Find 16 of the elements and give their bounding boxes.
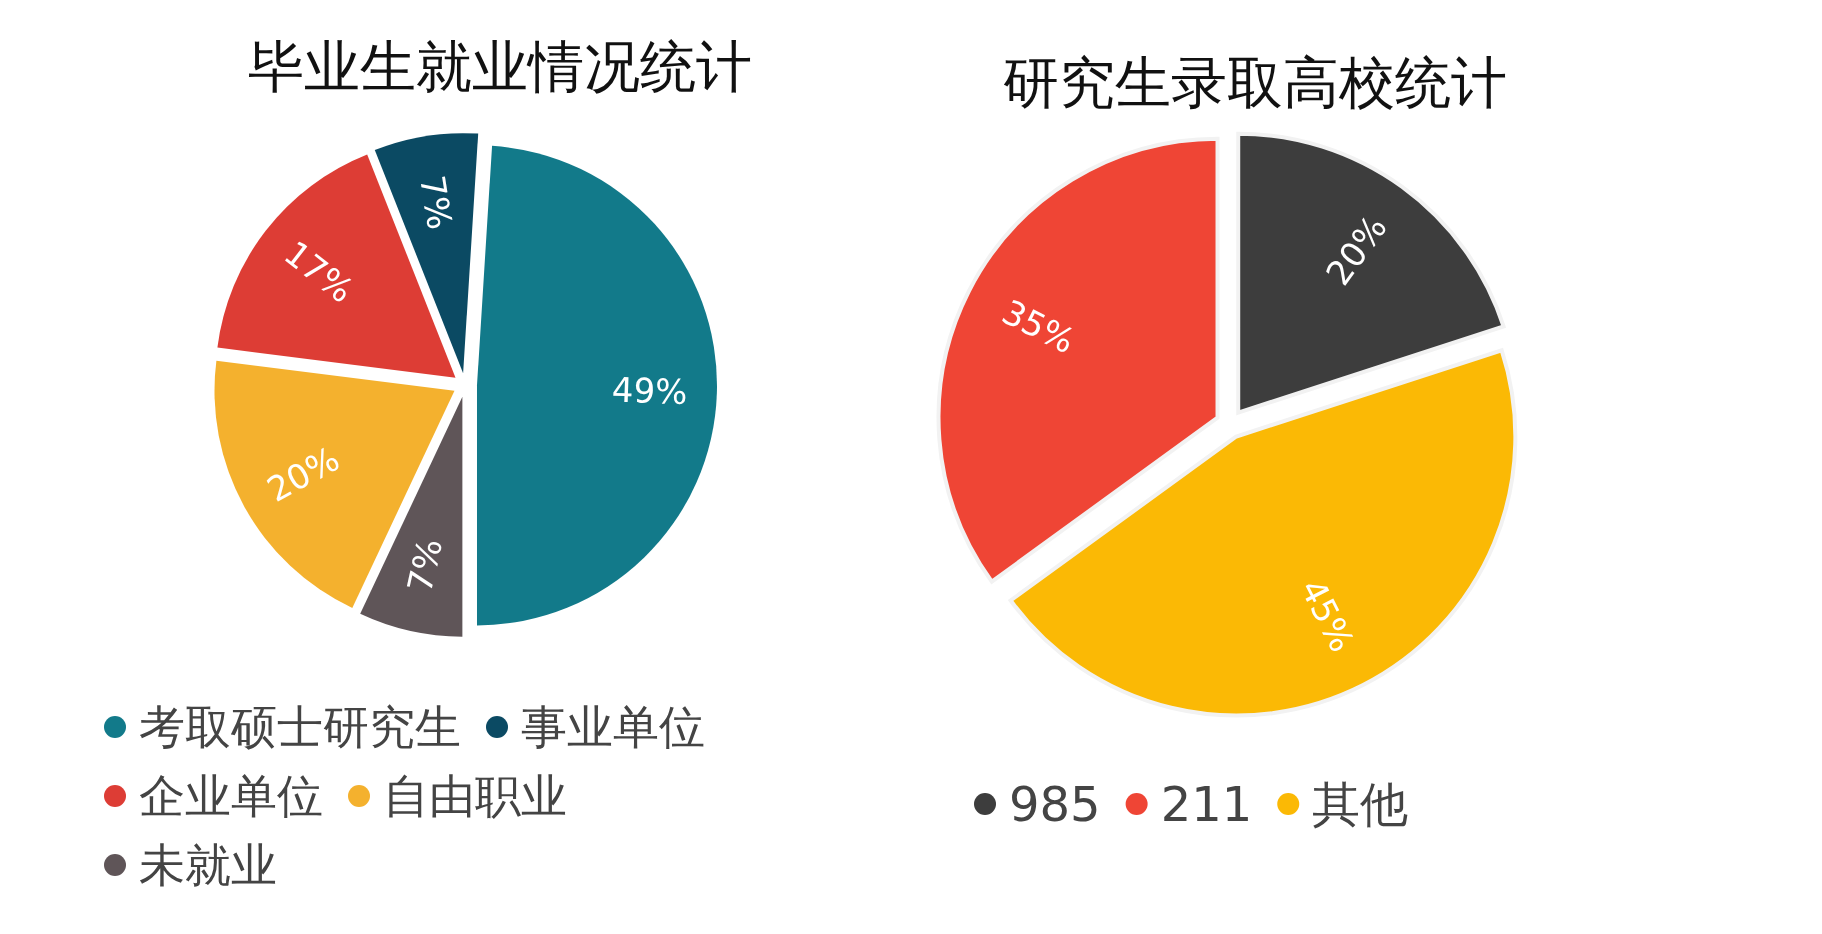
legend-label: 未就业	[139, 838, 277, 892]
legend-label: 211	[1160, 776, 1253, 832]
legend-label: 其他	[1312, 776, 1409, 832]
data-label: 7%	[399, 534, 451, 597]
data-label: 20%	[260, 438, 346, 510]
legend-label: 985	[1009, 776, 1101, 832]
data-label: 45%	[1292, 572, 1363, 659]
legend-label: 事业单位	[521, 700, 705, 754]
chart-title: 研究生录取高校统计	[1003, 49, 1507, 115]
data-label: 49%	[611, 369, 689, 412]
chart-title: 毕业生就业情况统计	[248, 33, 752, 99]
legend-label: 企业单位	[139, 769, 323, 823]
legend-label: 自由职业	[383, 769, 567, 823]
data-label: 35%	[995, 291, 1082, 362]
legend-label: 考取硕士研究生	[139, 700, 461, 754]
data-label: 7%	[412, 172, 461, 233]
